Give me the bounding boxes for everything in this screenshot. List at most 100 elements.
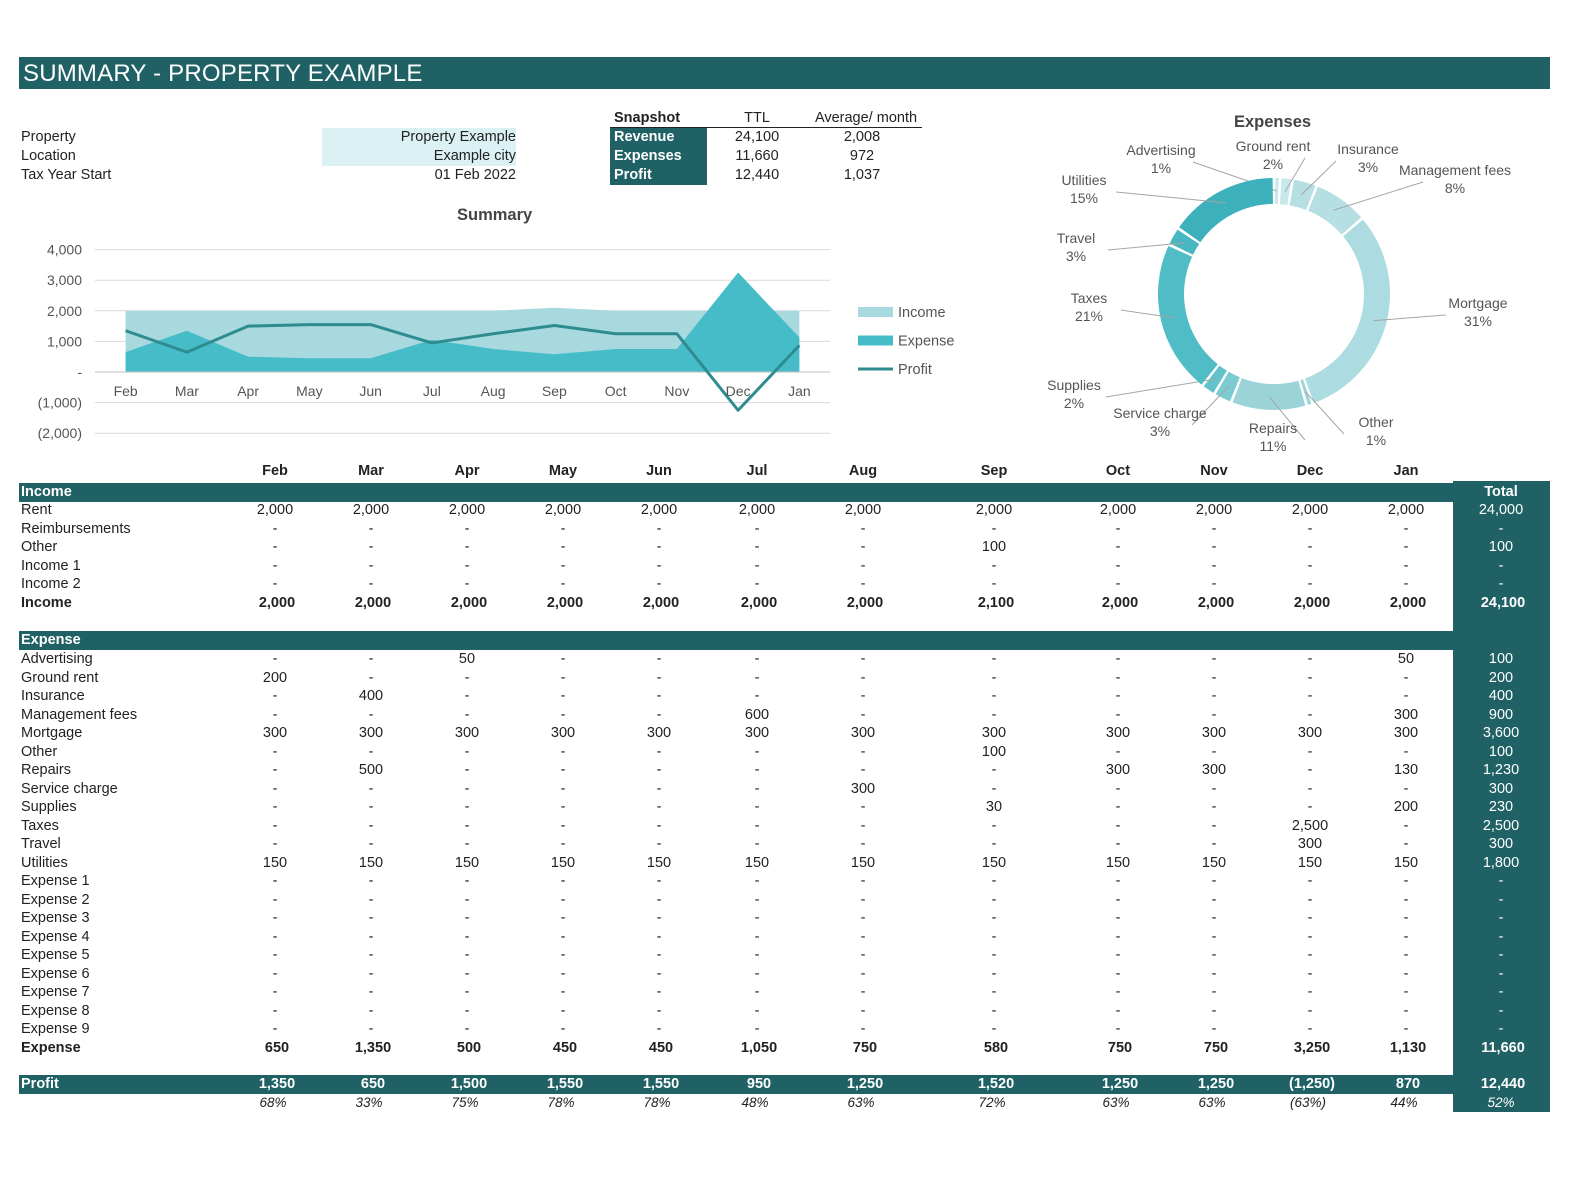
info-highlight — [322, 128, 516, 166]
total-cell: 100 — [1488, 539, 1514, 555]
section-label: Expense — [21, 632, 81, 648]
table-cell: - — [1403, 928, 1409, 945]
table-cell: - — [368, 910, 374, 926]
table-cell: - — [1307, 965, 1313, 982]
table-cell: - — [754, 928, 760, 945]
x-tick-label: May — [296, 383, 322, 399]
table-cell: 150 — [1297, 854, 1323, 871]
table-cell: - — [1115, 817, 1121, 834]
y-tick-label: 4,000 — [47, 242, 82, 258]
table-cell: - — [1307, 873, 1313, 889]
table-cell: - — [560, 891, 566, 908]
total-cell: 100 — [1488, 651, 1514, 667]
profit-bar — [19, 1075, 1453, 1094]
table-cell: - — [656, 520, 662, 537]
table-cell: - — [991, 910, 997, 926]
row-label: Rent — [21, 502, 52, 518]
table-cell: 2,000 — [1291, 502, 1329, 518]
total-cell: - — [1498, 520, 1504, 537]
snapshot-avg: 972 — [849, 148, 875, 164]
table-cell: - — [368, 520, 374, 537]
table-cell: - — [1115, 539, 1121, 555]
table-cell: 750 — [1203, 1040, 1229, 1056]
table-cell: 2,000 — [846, 595, 884, 611]
table-cell: - — [464, 1021, 470, 1037]
table-cell: - — [464, 984, 470, 1000]
total-cell: - — [1498, 965, 1504, 982]
table-cell: - — [656, 669, 662, 686]
table-cell: - — [991, 817, 997, 834]
table-cell: - — [1307, 651, 1313, 667]
table-cell: 150 — [744, 854, 770, 871]
table-cell: - — [1307, 891, 1313, 908]
table-cell: - — [860, 743, 866, 760]
table-cell: 30 — [985, 799, 1003, 815]
table-cell: 2,000 — [640, 502, 678, 518]
row-label: Ground rent — [21, 669, 99, 686]
table-cell: - — [560, 947, 566, 963]
slice-pct: 2% — [1263, 156, 1283, 172]
legend-swatch — [858, 307, 893, 317]
slice-label: Travel — [1057, 230, 1095, 246]
margin-cell: 48% — [741, 1095, 769, 1110]
table-cell: - — [754, 576, 760, 592]
snapshot-avg: 2,008 — [843, 129, 881, 145]
table-cell: - — [560, 743, 566, 760]
margin-cell: 63% — [1102, 1095, 1130, 1110]
y-tick-label: (1,000) — [38, 395, 82, 411]
leader-line — [1305, 391, 1345, 435]
table-cell: - — [1115, 965, 1121, 982]
table-cell: 150 — [646, 854, 672, 871]
total-cell: 100 — [1488, 743, 1514, 760]
profit-total-cell: 12,440 — [1480, 1076, 1526, 1092]
table-cell: - — [560, 706, 566, 723]
margin-cell: 72% — [978, 1095, 1006, 1110]
slice-label: Other — [1358, 414, 1393, 430]
table-cell: - — [272, 873, 278, 889]
table-cell: - — [1211, 910, 1217, 926]
snapshot-label: Profit — [610, 166, 707, 185]
table-cell: - — [860, 557, 866, 574]
total-cell: 24,000 — [1478, 502, 1524, 518]
slice-pct: 3% — [1358, 159, 1378, 175]
table-cell: - — [368, 891, 374, 908]
expense-area — [125, 272, 800, 372]
snapshot-row-revenue: Revenue 24,100 2,008 — [610, 128, 940, 147]
table-cell: - — [991, 836, 997, 852]
table-cell: 300 — [850, 725, 876, 741]
table-cell: - — [464, 576, 470, 592]
table-cell: - — [754, 817, 760, 834]
table-cell: - — [464, 947, 470, 963]
table-cell: - — [860, 836, 866, 852]
donut-slice — [1304, 219, 1390, 403]
month-header: Feb — [262, 463, 288, 479]
table-cell: - — [1307, 780, 1313, 797]
table-cell: - — [1211, 743, 1217, 760]
profit-cell: 1,250 — [1197, 1076, 1235, 1092]
info-value[interactable]: Property Example — [400, 129, 516, 145]
legend-label: Profit — [898, 362, 932, 378]
legend-swatch — [858, 335, 893, 346]
info-label: Location — [21, 148, 76, 164]
total-cell: - — [1498, 576, 1504, 592]
total-cell: 3,600 — [1482, 725, 1520, 741]
table-cell: - — [1211, 557, 1217, 574]
y-tick-label: 2,000 — [47, 303, 82, 319]
slice-label: Management fees — [1399, 162, 1511, 178]
month-header: Mar — [358, 463, 384, 479]
table-cell: - — [560, 873, 566, 889]
table-cell: - — [368, 947, 374, 963]
margin-cell: 78% — [643, 1095, 671, 1110]
table-cell: - — [272, 520, 278, 537]
snapshot-ttl: 11,660 — [735, 148, 779, 164]
leader-line — [1268, 396, 1306, 441]
row-label: Repairs — [21, 762, 71, 778]
y-tick-label: (2,000) — [38, 425, 82, 441]
table-cell: - — [754, 762, 760, 778]
table-cell: - — [1307, 910, 1313, 926]
snapshot-col-ttl: TTL — [744, 110, 770, 126]
table-cell: 150 — [262, 854, 288, 871]
info-value[interactable]: Example city — [433, 148, 516, 164]
table-cell: - — [754, 910, 760, 926]
profit-cell: 1,250 — [1101, 1076, 1139, 1092]
